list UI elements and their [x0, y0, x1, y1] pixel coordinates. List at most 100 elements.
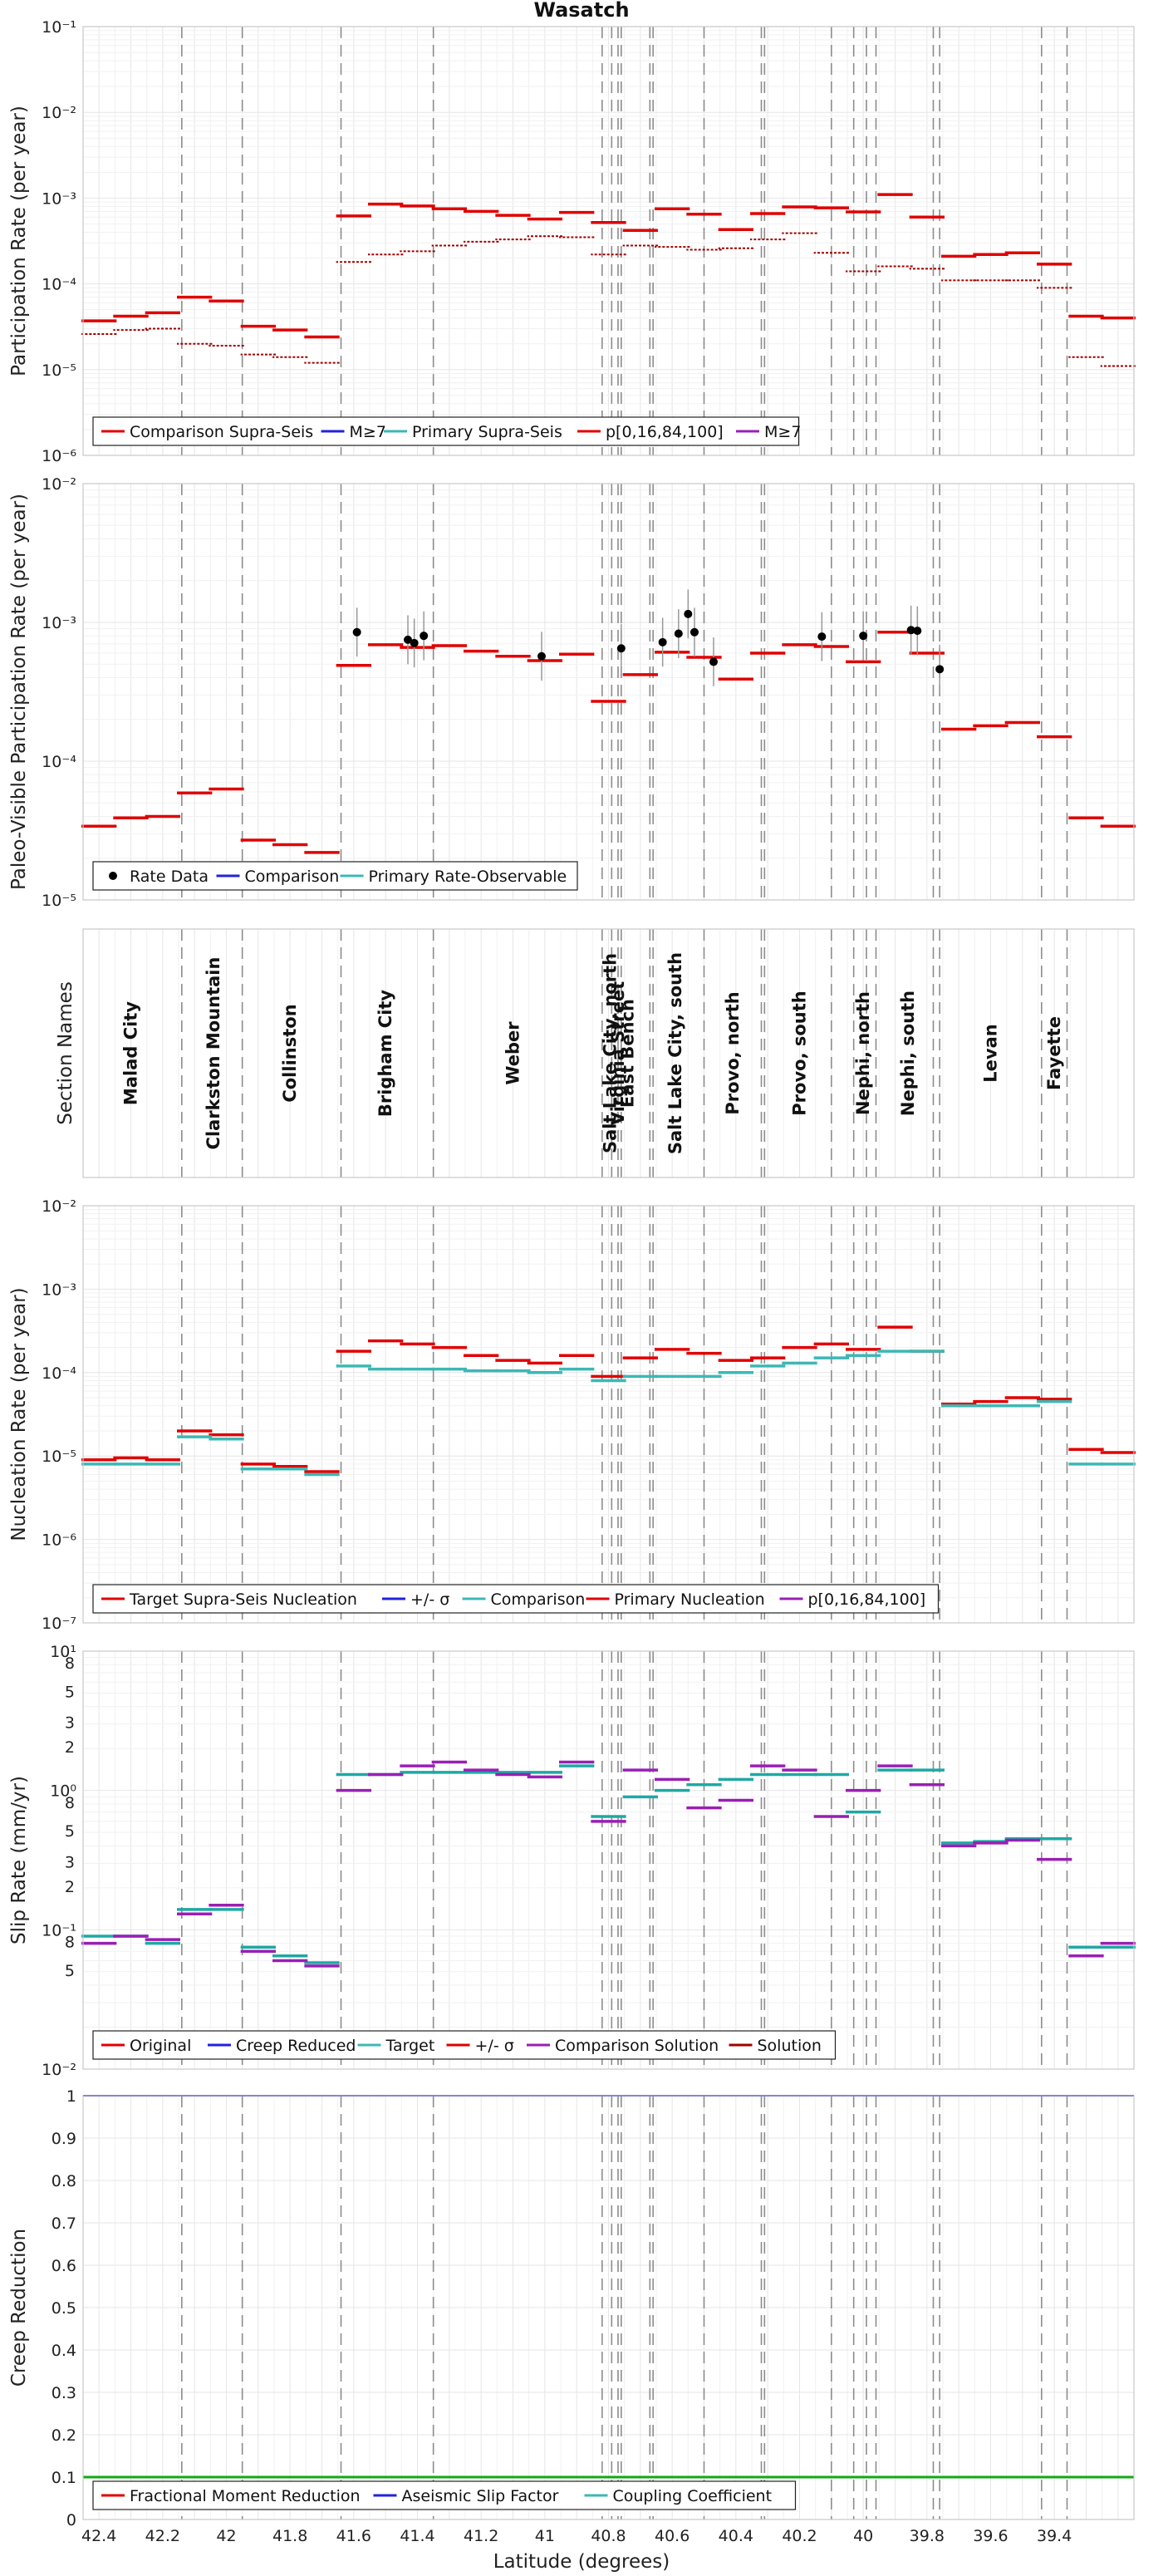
rate-data-point — [658, 637, 667, 646]
panel-frame-slip — [82, 1650, 1135, 2070]
y-tick-label: 0.5 — [52, 2299, 76, 2318]
section-name-label: Nephi, south — [898, 991, 918, 1116]
rate-data-point — [674, 629, 683, 638]
y-tick-label: 10¹ — [50, 1643, 76, 1661]
section-boundary-layer — [181, 27, 1068, 2519]
panel-frame-creep — [82, 2095, 1135, 2520]
x-tick-label: 42.4 — [81, 2527, 116, 2545]
rate-data-point — [690, 627, 699, 637]
legend-box — [92, 2480, 797, 2510]
x-tick-label: 41.6 — [336, 2527, 371, 2545]
y-axis-label-slip: Slip Rate (mm/yr) — [8, 1776, 30, 1944]
legend-entry: Comparison — [245, 868, 340, 886]
legend-entry: Creep Reduced — [236, 2037, 356, 2055]
x-tick-label: 40.2 — [782, 2527, 817, 2545]
data-series-layer — [81, 193, 1136, 2479]
rate-data-point — [616, 644, 626, 653]
rate-data-point — [404, 635, 412, 644]
rate-data-point — [684, 609, 693, 618]
legend-entry: Aseismic Slip Factor — [402, 2487, 559, 2505]
section-name-label: Fayette — [1044, 1016, 1064, 1090]
y-minor-tick-label: 2 — [65, 1878, 75, 1896]
rate-data-point — [420, 632, 429, 641]
legend-entry: Fractional Moment Reduction — [130, 2487, 361, 2505]
y-minor-tick-label: 8 — [65, 1794, 75, 1812]
legend-entry: Original — [130, 2037, 191, 2055]
axis-text-layer: 42.4 42.2 42 41.8 41.6 41.4 41.2 41 40.8 40.6 40.4… — [8, 18, 1072, 2545]
y-tick-label: 0.2 — [52, 2426, 76, 2445]
y-tick-label: 10⁻¹ — [42, 1921, 76, 1939]
y-tick-label: 10⁻⁶ — [42, 447, 76, 465]
legend-marker — [109, 872, 117, 880]
y-tick-label: 0.3 — [52, 2384, 76, 2402]
x-tick-label: 39.8 — [910, 2527, 945, 2545]
x-tick-label: 41.2 — [464, 2527, 498, 2545]
y-minor-tick-label: 2 — [65, 1738, 75, 1757]
y-tick-label: 10⁰ — [50, 1782, 76, 1801]
y-tick-label: 10⁻⁴ — [42, 753, 76, 771]
legend-box — [92, 861, 578, 891]
chart-title: Wasatch — [533, 0, 629, 22]
x-tick-label: 41.4 — [400, 2527, 434, 2545]
y-tick-label: 0.6 — [52, 2257, 76, 2275]
x-tick-label: 41 — [535, 2527, 555, 2545]
section-name-label: Weber — [503, 1021, 523, 1085]
y-axis-label-participation: Participation Rate (per year) — [8, 106, 30, 376]
panel-frame-layer — [82, 26, 1135, 2520]
y-tick-label: 10⁻⁵ — [42, 1448, 76, 1466]
y-tick-label: 10⁻⁴ — [42, 1364, 76, 1383]
y-minor-tick-label: 3 — [65, 1714, 75, 1733]
x-tick-label: 39.6 — [973, 2527, 1008, 2545]
y-minor-tick-label: 3 — [65, 1853, 75, 1871]
legend-entry: Primary Rate-Observable — [369, 868, 567, 886]
section-name-label: Nephi, north — [853, 991, 873, 1115]
rate-data-point — [352, 627, 361, 637]
legend-entry: +/- σ — [475, 2037, 514, 2055]
legend-entry: M≥7 — [350, 423, 386, 441]
y-tick-label: 0.7 — [52, 2215, 76, 2233]
y-tick-label: 0.8 — [52, 2172, 76, 2190]
section-name-label: Virginia Street — [608, 981, 628, 1125]
y-tick-label: 10⁻² — [42, 104, 76, 122]
section-name-label: Malad City — [121, 1001, 141, 1105]
section-name-label: Collinston — [280, 1004, 300, 1102]
legend-entry: Coupling Coefficient — [613, 2487, 773, 2505]
x-tick-label: 40.4 — [719, 2527, 753, 2545]
y-tick-label: 10⁻⁵ — [42, 892, 76, 910]
section-name-label: Clarkston Mountain — [204, 957, 223, 1150]
panel-frame-participation — [82, 26, 1135, 456]
y-tick-label: 10⁻² — [42, 1197, 76, 1216]
legend-entry: Comparison Solution — [555, 2037, 719, 2055]
legend-layer: Comparison Supra-Seis M≥7 Primary Supra-Se… — [92, 416, 940, 2510]
x-tick-label: 42 — [216, 2527, 236, 2545]
y-tick-label: 0.4 — [52, 2342, 76, 2360]
y-tick-label: 1 — [66, 2087, 76, 2106]
section-name-label: East Bench — [618, 999, 638, 1108]
legend-entry: Target — [385, 2037, 435, 2055]
x-tick-label: 42.2 — [145, 2527, 180, 2545]
x-tick-label: 40 — [853, 2527, 873, 2545]
rate-data-point — [709, 657, 718, 666]
rate-data-point — [537, 651, 546, 661]
legend-entry: Comparison Supra-Seis — [130, 423, 313, 441]
section-name-label: Brigham City — [375, 990, 395, 1118]
rate-data-point — [410, 638, 419, 647]
legend-entry: +/- σ — [410, 1590, 449, 1609]
y-tick-label: 0.9 — [52, 2130, 76, 2148]
y-axis-label-names: Section Names — [55, 981, 76, 1125]
grid-layer — [82, 26, 1135, 2520]
legend-entry: Target Supra-Seis Nucleation — [129, 1590, 357, 1609]
legend-entry: Solution — [758, 2037, 822, 2055]
section-name-label: Salt Lake City, south — [665, 952, 685, 1154]
y-minor-tick-label: 8 — [65, 1934, 75, 1952]
y-tick-label: 10⁻³ — [42, 1281, 76, 1299]
rate-data-point — [935, 665, 945, 674]
legend-entry: M≥7 — [764, 423, 801, 441]
legend-entry: Primary Nucleation — [615, 1590, 765, 1609]
y-tick-label: 10⁻³ — [42, 614, 76, 632]
x-tick-label: 40.8 — [591, 2527, 626, 2545]
x-tick-label: 39.4 — [1037, 2527, 1072, 2545]
legend-box — [92, 416, 800, 446]
legend-entry: Rate Data — [130, 868, 209, 886]
